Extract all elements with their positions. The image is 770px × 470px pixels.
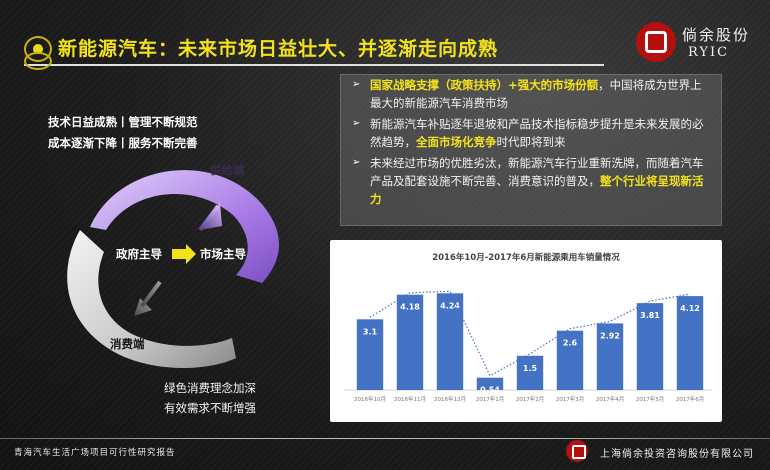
bullet-highlight: 整个行业将呈现新活力 xyxy=(370,174,704,206)
x-tick-label: 2016年10月 xyxy=(354,395,386,403)
ring-decoration-icon xyxy=(24,52,52,70)
chart-bar xyxy=(516,355,544,390)
bar-data-label: 2.6 xyxy=(563,339,578,348)
bullet-list: ➢ 国家战略支撑（政策扶持）+强大的市场份额，中国将成为世界上最大的新能源汽车消… xyxy=(350,76,712,211)
x-tick-label: 2017年3月 xyxy=(556,395,585,403)
bar-data-label: 4.12 xyxy=(680,304,700,313)
consumer-note: 绿色消费理念加深 xyxy=(164,381,256,395)
bullet-highlight: 全面市场化竞争 xyxy=(416,135,497,149)
bar-data-label: 4.24 xyxy=(440,301,460,310)
bullet-text: ，中国将成为世界上最大的新能源汽车消费市场 xyxy=(370,78,702,110)
government-label: 政府主导 xyxy=(116,247,162,261)
bullet-item: ➢ 国家战略支撑（政策扶持）+强大的市场份额，中国将成为世界上最大的新能源汽车消… xyxy=(350,76,712,112)
footer-company-name: 上海倘余投资咨询股份有限公司 xyxy=(600,449,754,460)
x-tick-label: 2017年6月 xyxy=(676,395,705,403)
bullet-text: 新能源汽车补贴逐年退坡和产品技术指标稳步提升是未来发展的必然趋势， xyxy=(370,117,704,149)
down-arrow-icon xyxy=(134,298,152,316)
bar-data-label: 3.81 xyxy=(640,311,660,320)
sales-chart: 2016年10月-2017年6月新能源乘用车销量情况 3.1 4.18 4.24 0.… xyxy=(344,252,712,403)
chart-bar xyxy=(556,330,584,390)
chart-bar xyxy=(596,323,624,390)
chart-bar xyxy=(436,293,464,390)
page-title: 新能源汽车：未来市场日益壮大、并逐渐走向成熟 xyxy=(58,38,499,60)
x-tick-label: 2016年11月 xyxy=(394,395,426,403)
right-arrow-icon xyxy=(172,244,196,264)
x-tick-label: 2016年12月 xyxy=(434,395,466,403)
consumer-label: 消费端 xyxy=(110,337,145,351)
feature-tags: 技术日益成熟丨管理不断规范 成本逐渐下降丨服务不断完善 xyxy=(48,112,198,154)
market-label: 市场主导 xyxy=(200,247,246,261)
chart-bar xyxy=(676,296,704,390)
title-bar: 新能源汽车：未来市场日益壮大、并逐渐走向成熟 xyxy=(24,34,604,66)
bullet-item: ➢ 未来经过市场的优胜劣汰，新能源汽车行业重新洗牌，而随着汽车产品及配套设施不断… xyxy=(350,154,712,208)
arrow-bullet-icon: ➢ xyxy=(352,79,361,90)
footer-divider xyxy=(0,438,770,439)
bullet-text: 时代即将到来 xyxy=(496,135,566,149)
feature-tag: 技术日益成熟丨管理不断规范 xyxy=(48,115,198,129)
supply-ring-arc xyxy=(90,170,280,283)
supply-demand-diagram: 供给端 政府主导 市场主导 消费端 xyxy=(0,150,330,420)
chart-bar xyxy=(396,294,424,390)
arrow-bullet-icon: ➢ xyxy=(352,157,361,168)
logo-mark-icon xyxy=(636,22,676,62)
bar-data-label: 4.18 xyxy=(400,303,420,312)
x-tick-label: 2017年4月 xyxy=(596,395,625,403)
chart-bar xyxy=(636,303,664,390)
footer-report-title: 青海汽车生活广场项目可行性研究报告 xyxy=(14,448,176,458)
arrow-bullet-icon: ➢ xyxy=(352,118,361,129)
bullet-item: ➢ 新能源汽车补贴逐年退坡和产品技术指标稳步提升是未来发展的必然趋势，全面市场化… xyxy=(350,115,712,151)
x-tick-label: 2017年2月 xyxy=(516,395,545,403)
supply-label: 供给端 xyxy=(210,163,245,177)
bullet-box xyxy=(340,74,722,226)
consumer-note: 有效需求不断增强 xyxy=(164,401,256,415)
footer-logo-icon xyxy=(566,440,588,462)
ring-diagram-graphic xyxy=(67,170,280,368)
sales-chart-panel: 2016年10月-2017年6月新能源乘用车销量情况 3.1 4.18 4.24 0.… xyxy=(330,240,722,422)
bar-data-label: 2.92 xyxy=(600,331,620,340)
x-tick-label: 2017年5月 xyxy=(636,395,665,403)
bullet-text: 未来经过市场的优胜劣汰，新能源汽车行业重新洗牌，而随着汽车产品及配套设施不断完善… xyxy=(370,156,704,188)
consumer-notes: 绿色消费理念加深 有效需求不断增强 xyxy=(164,378,256,418)
bar-data-label: 0.54 xyxy=(480,386,500,395)
logo-cn-text: 倘余股份 xyxy=(682,26,751,44)
logo-en-text: RYIC xyxy=(688,45,730,60)
bar-data-label: 1.5 xyxy=(523,364,538,373)
bar-data-label: 3.1 xyxy=(363,327,378,336)
chart-title: 2016年10月-2017年6月新能源乘用车销量情况 xyxy=(432,252,620,263)
chart-bar xyxy=(356,319,384,390)
chart-bar xyxy=(476,377,504,390)
consumer-ring-arc xyxy=(67,230,237,368)
company-logo: 倘余股份 RYIC xyxy=(636,20,766,70)
x-tick-label: 2017年1月 xyxy=(476,395,505,403)
trend-line xyxy=(369,290,691,377)
up-arrow-shaft xyxy=(198,204,220,232)
feature-tag: 成本逐渐下降丨服务不断完善 xyxy=(48,136,198,150)
bullet-highlight: 国家战略支撑（政策扶持）+强大的市场份额 xyxy=(370,78,599,92)
down-arrow-shaft xyxy=(140,280,162,308)
